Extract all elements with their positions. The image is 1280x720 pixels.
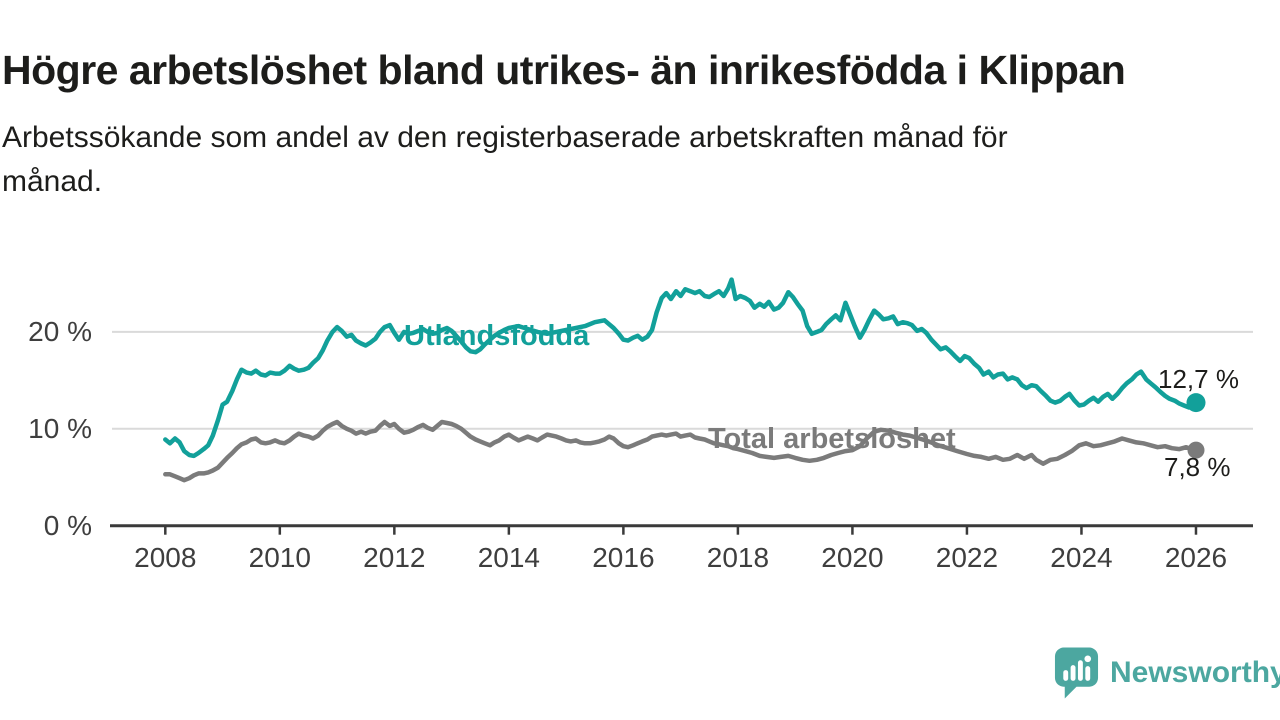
chart-title: Högre arbetslöshet bland utrikes- än inr…: [2, 47, 1126, 94]
chart-subtitle-line2: månad.: [2, 165, 103, 198]
x-axis-tick-label: 2010: [248, 542, 311, 573]
x-axis-tick-label: 2016: [592, 542, 655, 573]
x-axis-tick-label: 2018: [706, 542, 770, 573]
x-axis-tick-label: 2024: [1050, 542, 1113, 573]
x-axis-tick-label: 2022: [935, 542, 999, 573]
chart-subtitle-line1: Arbetssökande som andel av den registerb…: [2, 121, 1008, 154]
series-label-utlandsfodda: Utlandsfödda: [404, 320, 590, 352]
newsworthy-logo-icon: [1054, 647, 1099, 699]
brand-name: Newsworthy: [1110, 656, 1280, 689]
end-value-label-utlandsfodda: 12,7 %: [1158, 364, 1239, 394]
brand: Newsworthy: [1053, 645, 1280, 701]
x-axis-tick-label: 2012: [363, 542, 426, 573]
series-label-total-arbetsloshet: Total arbetslöshet: [708, 423, 956, 455]
y-axis-tick-label: 20 %: [28, 315, 92, 347]
x-axis-tick-label: 2026: [1164, 542, 1228, 573]
y-axis-tick-label: 10 %: [28, 412, 92, 444]
y-axis-tick-label: 0 %: [43, 509, 92, 541]
x-axis-tick-label: 2020: [821, 542, 884, 573]
end-value-label-total: 7,8 %: [1164, 452, 1231, 482]
x-axis-tick-label: 2014: [477, 542, 541, 573]
x-axis-tick-label: 2008: [134, 542, 197, 573]
chart-subtitle: Arbetssökande som andel av den registerb…: [2, 116, 1008, 204]
